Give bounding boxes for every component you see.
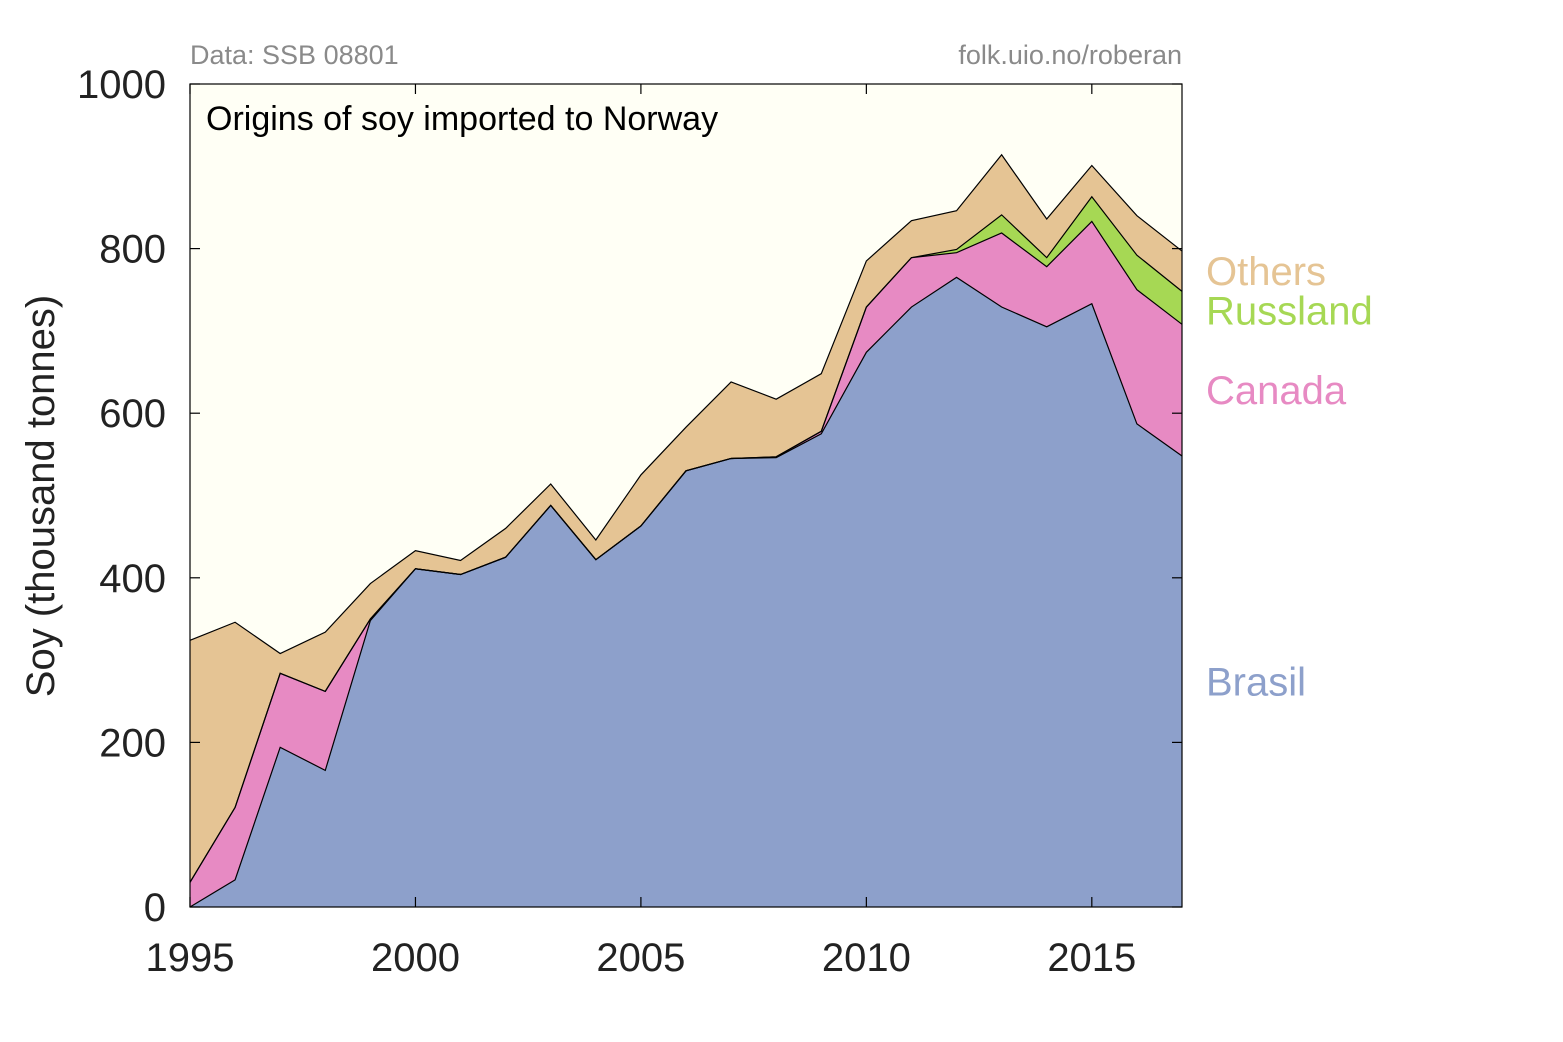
series-label-others: Others — [1206, 250, 1326, 294]
y-tick-label-800: 800 — [99, 228, 166, 272]
x-tick-label-2005: 2005 — [596, 936, 685, 980]
plot-frame — [189, 83, 1183, 908]
x-tick-label-2010: 2010 — [822, 936, 911, 980]
x-tick-label-2015: 2015 — [1047, 936, 1136, 980]
axes — [189, 83, 1183, 908]
y-tick-labels: 0 200 400 600 800 1000 — [77, 63, 166, 930]
y-tick-label-0: 0 — [144, 886, 166, 930]
series-label-brasil: Brasil — [1206, 660, 1306, 704]
y-tick-label-400: 400 — [99, 557, 166, 601]
x-tick-labels: 1995 2000 2005 2010 2015 — [146, 936, 1137, 980]
y-tick-label-600: 600 — [99, 392, 166, 436]
stacked-areas — [189, 153, 1183, 908]
x-tick-label-1995: 1995 — [146, 936, 235, 980]
series-label-canada: Canada — [1206, 369, 1347, 413]
chart-title: Origins of soy imported to Norway — [206, 100, 718, 138]
y-tick-label-1000: 1000 — [77, 63, 166, 107]
boundary-others — [189, 153, 1183, 655]
x-tick-label-2000: 2000 — [371, 936, 460, 980]
y-axis-label: Soy (thousand tonnes) — [19, 295, 63, 697]
author-url-label: folk.uio.no/roberan — [958, 40, 1182, 70]
series-label-russland: Russland — [1206, 290, 1373, 334]
area-canada — [190, 221, 1182, 908]
boundary-russland — [189, 195, 1183, 883]
area-brasil — [190, 277, 1182, 907]
data-source-label: Data: SSB 08801 — [190, 40, 399, 70]
y-tick-label-200: 200 — [99, 721, 166, 765]
